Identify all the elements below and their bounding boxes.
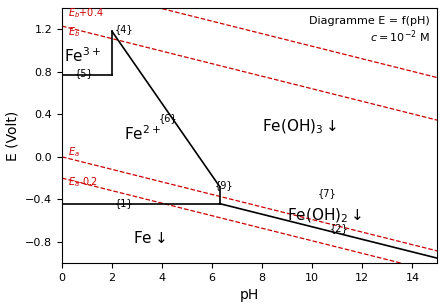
Text: $E_b$: $E_b$ [68,25,80,39]
Text: {9}: {9} [215,180,233,190]
Text: {4}: {4} [115,25,133,34]
Text: Fe(OH)$_3$$\downarrow$: Fe(OH)$_3$$\downarrow$ [262,118,338,136]
X-axis label: pH: pH [240,289,259,302]
Text: $E_b$+0.4: $E_b$+0.4 [68,6,104,20]
Text: Fe$\downarrow$: Fe$\downarrow$ [133,230,166,246]
Text: {7}: {7} [317,188,336,198]
Text: Fe(OH)$_2$$\downarrow$: Fe(OH)$_2$$\downarrow$ [287,206,362,225]
Text: $E_a$-0.2: $E_a$-0.2 [68,176,98,189]
Text: {6}: {6} [158,113,177,123]
Text: Fe$^{3+}$: Fe$^{3+}$ [63,47,101,65]
Text: $E_a$: $E_a$ [68,146,80,160]
Text: {1}: {1} [115,198,133,208]
Text: {5}: {5} [74,68,93,78]
Y-axis label: E (Volt): E (Volt) [6,111,19,161]
Text: Fe$^{2+}$: Fe$^{2+}$ [124,124,160,143]
Text: Diagramme E = f(pH)
$c = 10^{-2}$ M: Diagramme E = f(pH) $c = 10^{-2}$ M [309,16,430,45]
Text: {2}: {2} [330,223,349,233]
